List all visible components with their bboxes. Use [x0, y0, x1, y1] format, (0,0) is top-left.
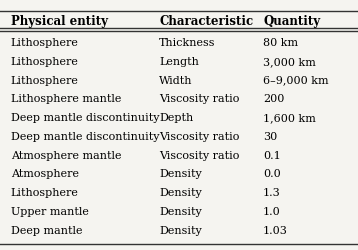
- Text: Density: Density: [159, 207, 202, 217]
- Text: Lithosphere: Lithosphere: [11, 76, 79, 86]
- Text: Viscosity ratio: Viscosity ratio: [159, 150, 240, 161]
- Text: Viscosity ratio: Viscosity ratio: [159, 132, 240, 142]
- Text: Physical entity: Physical entity: [11, 15, 108, 28]
- Text: Characteristic: Characteristic: [159, 15, 253, 28]
- Text: Width: Width: [159, 76, 193, 86]
- Text: 6–9,000 km: 6–9,000 km: [263, 76, 329, 86]
- Text: Lithosphere: Lithosphere: [11, 57, 79, 67]
- Text: Lithosphere: Lithosphere: [11, 188, 79, 198]
- Text: 1.03: 1.03: [263, 226, 288, 235]
- Text: Deep mantle discontinuity: Deep mantle discontinuity: [11, 113, 159, 123]
- Text: 200: 200: [263, 94, 285, 104]
- Text: 0.0: 0.0: [263, 170, 281, 179]
- Text: Density: Density: [159, 188, 202, 198]
- Text: Lithosphere mantle: Lithosphere mantle: [11, 94, 121, 104]
- Text: Density: Density: [159, 170, 202, 179]
- Text: Thickness: Thickness: [159, 38, 216, 48]
- Text: 80 km: 80 km: [263, 38, 298, 48]
- Text: 1,600 km: 1,600 km: [263, 113, 316, 123]
- Text: 0.1: 0.1: [263, 150, 281, 161]
- Text: Deep mantle discontinuity: Deep mantle discontinuity: [11, 132, 159, 142]
- Text: Length: Length: [159, 57, 199, 67]
- Text: Lithosphere: Lithosphere: [11, 38, 79, 48]
- Text: 30: 30: [263, 132, 277, 142]
- Text: Density: Density: [159, 226, 202, 235]
- Text: 1.0: 1.0: [263, 207, 281, 217]
- Text: Upper mantle: Upper mantle: [11, 207, 89, 217]
- Text: Quantity: Quantity: [263, 15, 320, 28]
- Text: Atmosphere: Atmosphere: [11, 170, 79, 179]
- Text: Atmosphere mantle: Atmosphere mantle: [11, 150, 121, 161]
- Text: 1.3: 1.3: [263, 188, 281, 198]
- Text: Deep mantle: Deep mantle: [11, 226, 82, 235]
- Text: Depth: Depth: [159, 113, 194, 123]
- Text: Viscosity ratio: Viscosity ratio: [159, 94, 240, 104]
- Text: 3,000 km: 3,000 km: [263, 57, 316, 67]
